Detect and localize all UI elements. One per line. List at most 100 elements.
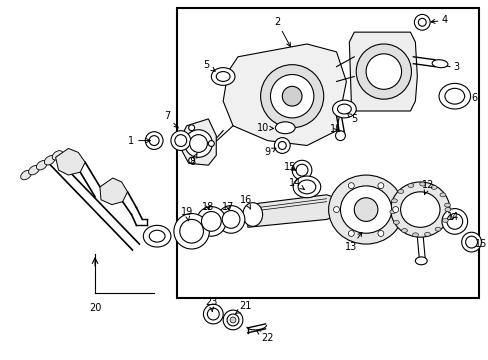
Polygon shape (100, 178, 127, 204)
Ellipse shape (430, 185, 436, 189)
Ellipse shape (390, 182, 449, 237)
Text: 4: 4 (430, 15, 447, 25)
Ellipse shape (270, 75, 313, 118)
Ellipse shape (444, 208, 450, 212)
Ellipse shape (442, 219, 447, 222)
Ellipse shape (243, 203, 262, 226)
Ellipse shape (208, 140, 214, 147)
Ellipse shape (332, 100, 355, 118)
Ellipse shape (347, 230, 353, 237)
Ellipse shape (439, 193, 445, 197)
Text: 14: 14 (446, 212, 458, 222)
Ellipse shape (37, 161, 47, 170)
Ellipse shape (207, 308, 219, 320)
Polygon shape (223, 44, 346, 145)
Ellipse shape (328, 175, 403, 244)
Ellipse shape (377, 230, 383, 237)
Ellipse shape (431, 60, 447, 68)
Ellipse shape (196, 207, 225, 236)
Ellipse shape (274, 138, 289, 153)
Bar (177, 8, 478, 298)
Ellipse shape (340, 186, 391, 233)
Text: 22: 22 (256, 330, 273, 343)
Ellipse shape (337, 104, 350, 114)
Ellipse shape (407, 184, 413, 188)
Text: 10: 10 (256, 123, 273, 133)
Ellipse shape (298, 180, 315, 194)
Ellipse shape (260, 65, 323, 128)
Ellipse shape (278, 141, 285, 149)
Text: 13: 13 (345, 233, 361, 252)
Ellipse shape (180, 220, 203, 243)
Ellipse shape (397, 189, 403, 193)
Ellipse shape (412, 233, 418, 237)
Ellipse shape (275, 122, 295, 134)
Ellipse shape (217, 206, 244, 233)
Text: 23: 23 (205, 297, 217, 311)
Ellipse shape (175, 135, 186, 147)
Text: 6: 6 (470, 93, 477, 103)
Text: 8: 8 (189, 153, 197, 167)
Ellipse shape (28, 166, 39, 175)
Ellipse shape (414, 257, 427, 265)
Ellipse shape (203, 304, 223, 324)
Text: 16: 16 (239, 195, 251, 209)
Text: 18: 18 (202, 202, 214, 212)
Text: 20: 20 (89, 303, 101, 313)
Ellipse shape (52, 151, 63, 160)
Ellipse shape (390, 199, 397, 203)
Ellipse shape (20, 170, 31, 180)
Text: 21: 21 (235, 301, 251, 314)
Ellipse shape (419, 182, 425, 186)
Text: 7: 7 (163, 111, 178, 128)
Ellipse shape (44, 156, 55, 165)
Ellipse shape (438, 84, 469, 109)
Ellipse shape (441, 208, 467, 234)
Ellipse shape (188, 157, 194, 163)
Ellipse shape (355, 44, 410, 99)
Ellipse shape (188, 125, 194, 131)
Ellipse shape (149, 230, 164, 242)
Ellipse shape (201, 212, 221, 231)
Text: 15: 15 (284, 162, 296, 172)
Polygon shape (348, 32, 416, 111)
Ellipse shape (226, 314, 239, 326)
Ellipse shape (189, 135, 207, 152)
Text: 12: 12 (421, 180, 433, 194)
Ellipse shape (335, 131, 345, 140)
Ellipse shape (393, 220, 399, 224)
Text: 9: 9 (264, 147, 275, 157)
Text: 14: 14 (288, 178, 304, 189)
Ellipse shape (392, 207, 398, 212)
Ellipse shape (292, 176, 320, 198)
Ellipse shape (401, 229, 407, 233)
Ellipse shape (145, 132, 163, 149)
Ellipse shape (143, 225, 171, 247)
Ellipse shape (465, 236, 476, 248)
Text: 15: 15 (473, 239, 486, 249)
Ellipse shape (366, 54, 401, 89)
Ellipse shape (184, 130, 212, 157)
Text: 5: 5 (346, 113, 357, 124)
Text: 3: 3 (452, 62, 458, 72)
Text: 5: 5 (203, 60, 215, 71)
Ellipse shape (377, 183, 383, 189)
Ellipse shape (413, 14, 429, 30)
Ellipse shape (291, 160, 311, 180)
Ellipse shape (400, 192, 439, 227)
Ellipse shape (347, 183, 353, 189)
Ellipse shape (216, 72, 229, 81)
Text: 19: 19 (180, 207, 192, 221)
Text: 11: 11 (330, 124, 342, 134)
Text: 1: 1 (128, 136, 150, 145)
Ellipse shape (296, 164, 307, 176)
Ellipse shape (424, 232, 429, 236)
Ellipse shape (434, 227, 440, 231)
Ellipse shape (389, 210, 395, 214)
Ellipse shape (211, 68, 235, 85)
Ellipse shape (223, 310, 243, 330)
Ellipse shape (222, 211, 240, 228)
Text: 2: 2 (274, 17, 290, 46)
Ellipse shape (444, 88, 464, 104)
Ellipse shape (282, 86, 302, 106)
